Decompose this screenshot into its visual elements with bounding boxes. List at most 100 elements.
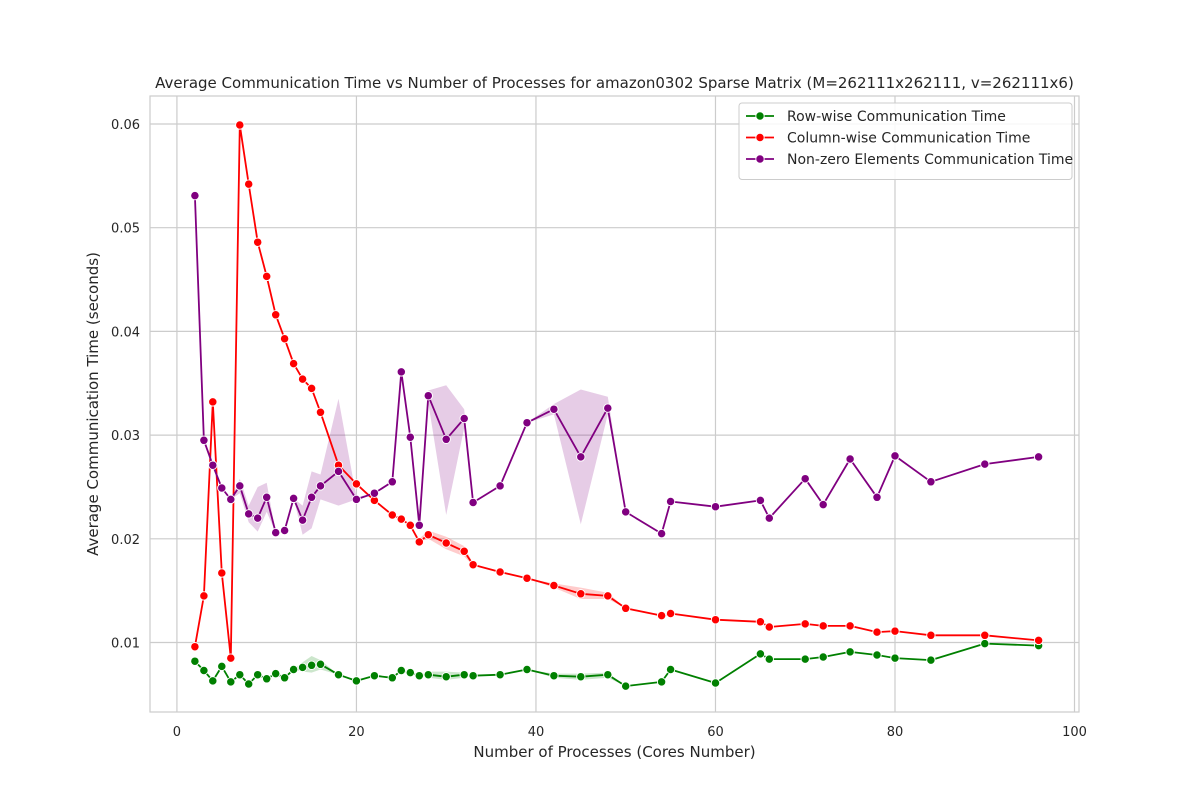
- series-1-point: [665, 608, 676, 619]
- series-0-point: [890, 653, 900, 663]
- series-2-point: [190, 190, 200, 201]
- x-tick-label: 100: [1062, 725, 1087, 740]
- series-0-point: [603, 670, 613, 680]
- series-1-point: [755, 617, 766, 627]
- series-1-point: [872, 627, 882, 637]
- series-2-point: [522, 418, 532, 428]
- legend: Row-wise Communication Time Column-wise C…: [738, 102, 1073, 180]
- series-1-point: [217, 568, 227, 578]
- legend-marker: [755, 154, 765, 164]
- series-2-point: [288, 493, 299, 504]
- series-0-point: [315, 659, 326, 669]
- series-1-point: [621, 603, 631, 613]
- series-1-point: [468, 560, 478, 570]
- series-0-point: [621, 681, 631, 691]
- series-1-point: [549, 580, 559, 591]
- series-2-point: [423, 391, 433, 401]
- series-1-point: [441, 538, 451, 548]
- series-1-point: [262, 271, 272, 282]
- legend-marker: [755, 111, 765, 121]
- series-2-point: [279, 525, 290, 536]
- series-2-point: [665, 496, 676, 507]
- series-2-point: [217, 483, 227, 493]
- series-2-point: [495, 481, 505, 491]
- series-0-point: [495, 670, 505, 680]
- plot-frame: [149, 95, 1080, 713]
- series-2-point: [306, 492, 317, 502]
- series-0-point: [262, 674, 272, 684]
- series-2-point: [755, 495, 766, 506]
- series-1-point: [351, 479, 362, 489]
- series-0-point: [755, 649, 766, 659]
- series-1-point: [208, 397, 218, 407]
- series-0-point: [980, 638, 990, 649]
- series-0-point: [549, 671, 559, 681]
- series-1-point: [1033, 635, 1044, 646]
- series-0-point: [369, 671, 380, 681]
- series-1-point: [297, 374, 308, 384]
- series-2-point: [405, 432, 415, 442]
- series-0-point: [351, 676, 362, 686]
- series-2-point: [980, 459, 990, 469]
- series-1-point: [190, 642, 200, 652]
- y-tick-label: 0.05: [111, 222, 140, 237]
- series-0-point: [279, 673, 290, 683]
- grid-lines: [150, 96, 1079, 712]
- series-0-point: [226, 677, 236, 687]
- series-0-point: [288, 664, 299, 675]
- series-2-point: [818, 499, 828, 510]
- series-0-point: [656, 677, 667, 687]
- series-2-point: [297, 515, 308, 525]
- series-2-point: [262, 492, 272, 502]
- series-2-point: [1033, 452, 1044, 462]
- series-2-point: [845, 454, 855, 464]
- series-0-point: [468, 671, 478, 681]
- x-tick-label: 40: [528, 725, 545, 740]
- series-1-point: [271, 310, 281, 320]
- series-2-point: [872, 492, 882, 502]
- series-2-point: [369, 488, 380, 498]
- series-1-point: [235, 120, 245, 130]
- series-1-point: [414, 537, 424, 547]
- series-1-point: [656, 610, 667, 621]
- y-tick-label: 0.06: [111, 118, 140, 133]
- series-2-point: [710, 502, 721, 512]
- series-0-point: [818, 652, 828, 662]
- series-0-point: [576, 672, 586, 682]
- series-0-point: [522, 664, 532, 675]
- series-0-point: [235, 670, 245, 680]
- y-axis-ticks: 0.01 0.02 0.03 0.04 0.05 0.06: [111, 118, 140, 652]
- series-1-point: [396, 514, 406, 524]
- series-2-point: [468, 497, 478, 508]
- series-1-point: [980, 630, 990, 640]
- y-tick-label: 0.03: [111, 429, 140, 444]
- series-0-point: [872, 650, 882, 660]
- series-2-point: [414, 520, 424, 530]
- series-2-point: [441, 434, 451, 444]
- series-2-point: [764, 513, 774, 523]
- series-1-point: [199, 591, 209, 601]
- legend-label: Column-wise Communication Time: [787, 131, 1030, 147]
- series-1-point: [405, 520, 415, 530]
- legend-label: Row-wise Communication Time: [787, 109, 1006, 125]
- series-markers: [190, 120, 1044, 691]
- x-tick-label: 80: [887, 725, 904, 740]
- series-0-point: [244, 679, 254, 689]
- series-0-point: [459, 670, 469, 680]
- series-0-point: [764, 654, 774, 664]
- series-2-point: [387, 477, 397, 487]
- series-0-point: [845, 647, 855, 657]
- series-2-point: [926, 477, 936, 487]
- series-2-point: [271, 527, 281, 538]
- series-0-point: [253, 670, 263, 680]
- series-1-point: [522, 573, 532, 583]
- series-2-point: [253, 513, 263, 523]
- series-0-point: [190, 656, 200, 666]
- series-2-point: [208, 460, 218, 470]
- series-1-point: [459, 546, 469, 556]
- series-0-point: [297, 662, 308, 673]
- series-2-point: [244, 509, 254, 519]
- series-1-point: [710, 615, 721, 625]
- series-1-point: [495, 567, 505, 577]
